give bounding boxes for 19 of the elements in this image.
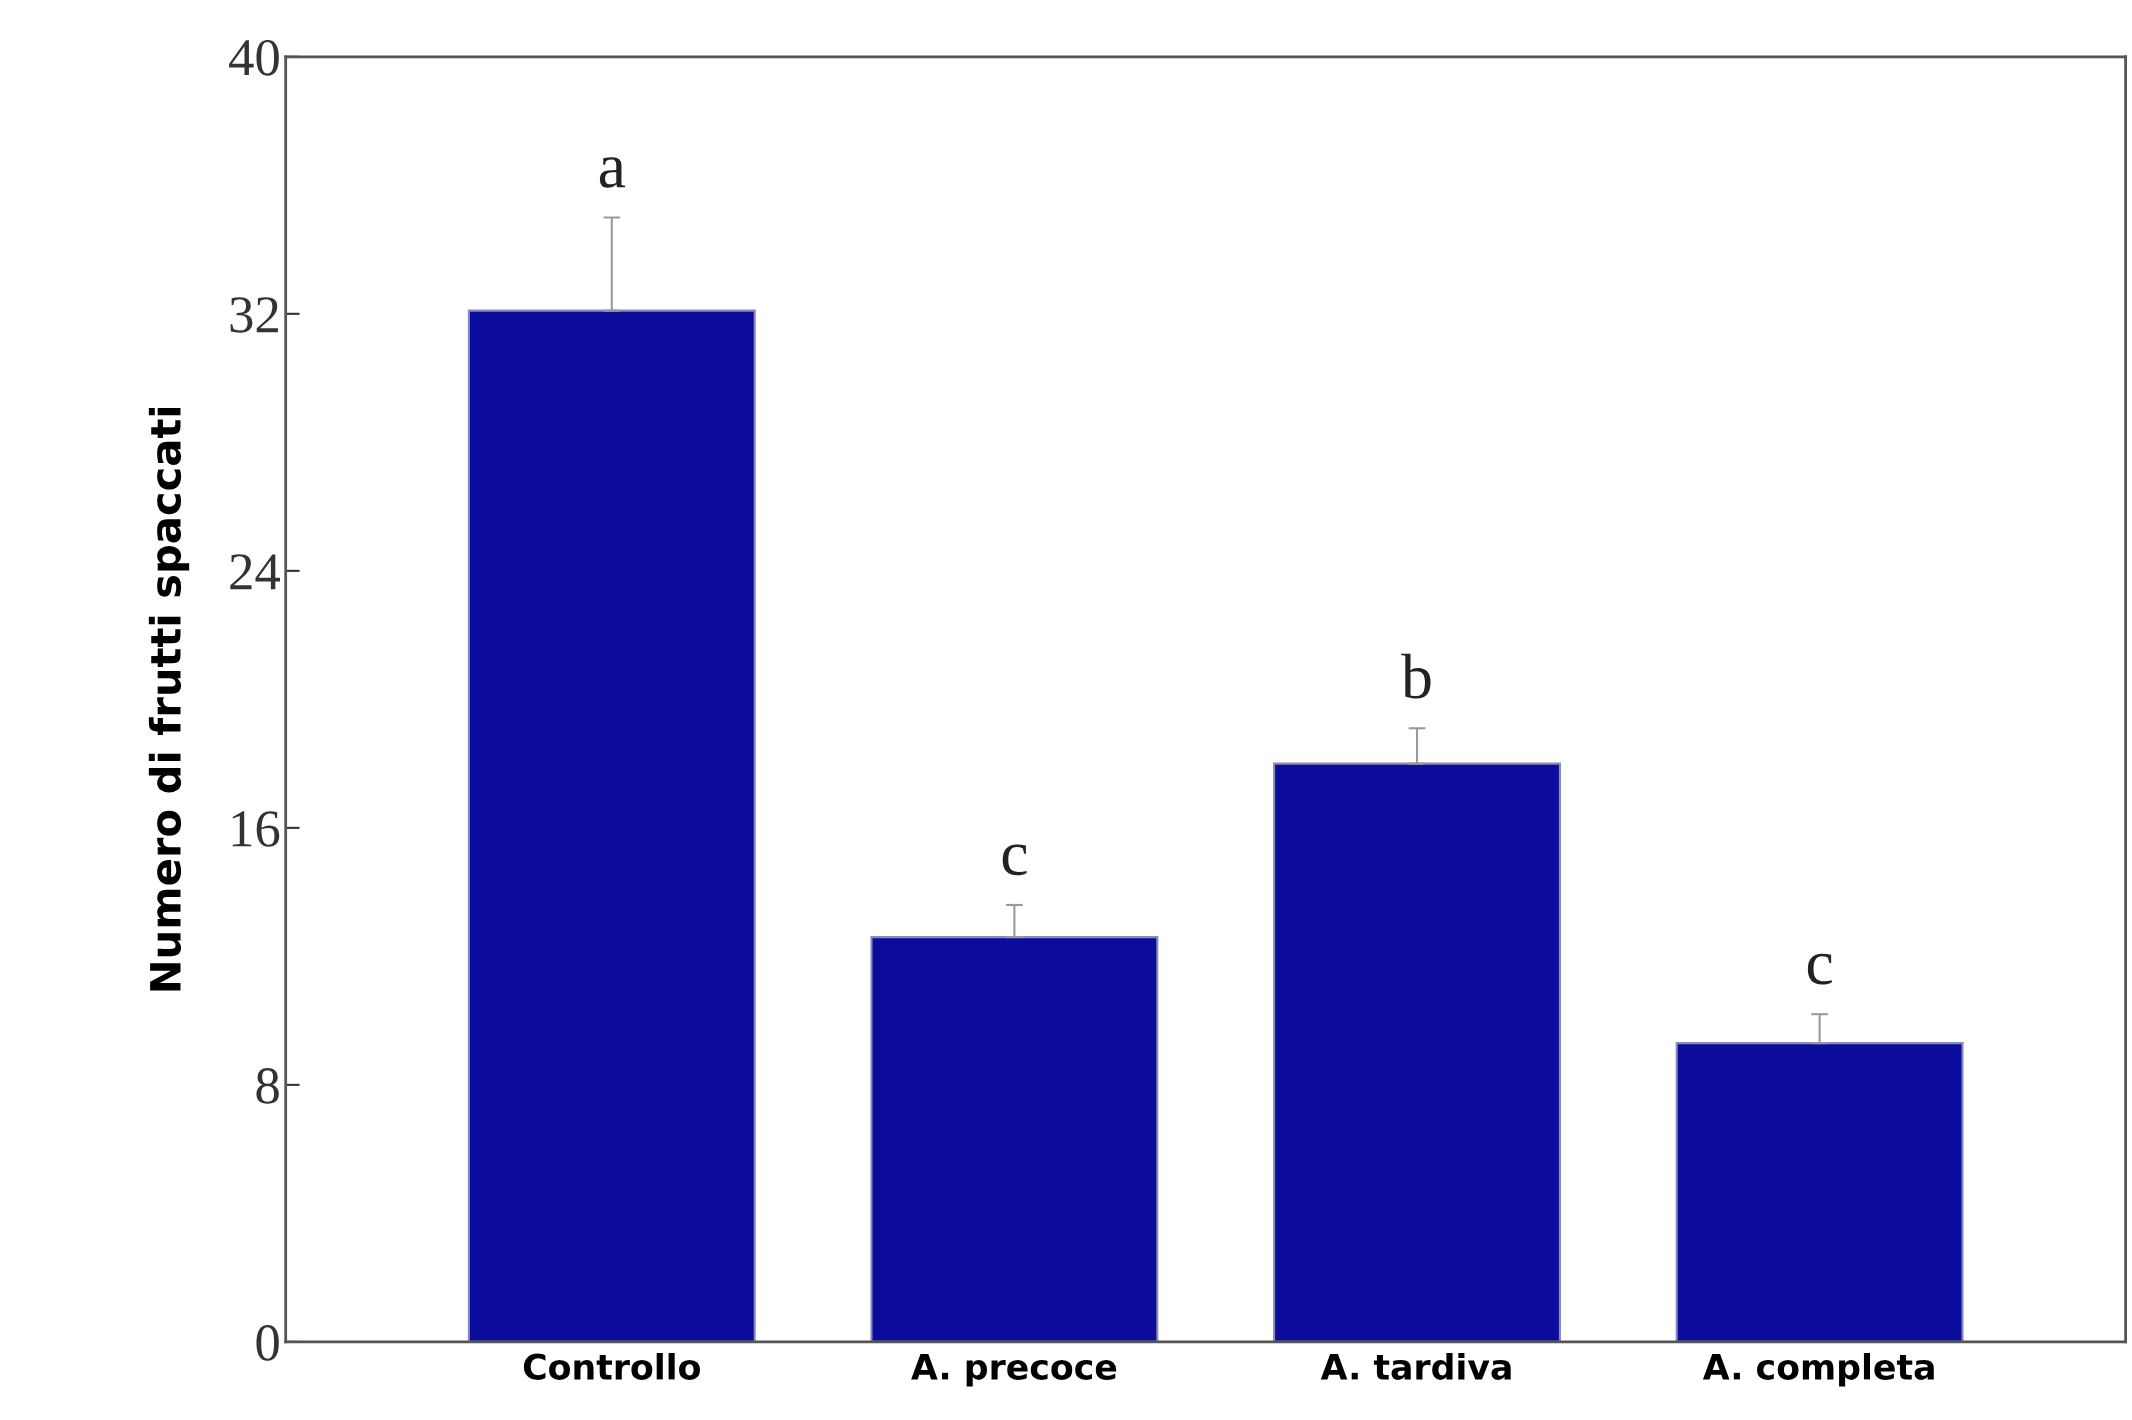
y-tick-label: 24	[230, 554, 280, 590]
bar	[870, 936, 1159, 1342]
y-tick-label: 0	[256, 1325, 279, 1361]
annotation: b	[1401, 653, 1431, 699]
y-tick-label: 16	[232, 811, 280, 847]
x-tick-label: A. tardiva	[1320, 1353, 1511, 1380]
x-tick-label: A. precoce	[911, 1354, 1117, 1387]
bar	[1675, 1042, 1964, 1342]
annotation: c	[1002, 844, 1027, 876]
y-tick-label: 8	[256, 1068, 279, 1104]
bar	[1273, 762, 1561, 1342]
y-tick-label: 40	[229, 40, 279, 76]
bar	[467, 309, 756, 1342]
annotation: c	[1807, 953, 1832, 985]
x-tick-label: Controllo	[523, 1353, 700, 1380]
x-tick-label: A. completa	[1702, 1353, 1934, 1387]
y-tick-label: 32	[230, 297, 278, 333]
annotation: a	[599, 157, 626, 188]
y-axis-title: Numero di frutti spaccati	[148, 407, 190, 991]
